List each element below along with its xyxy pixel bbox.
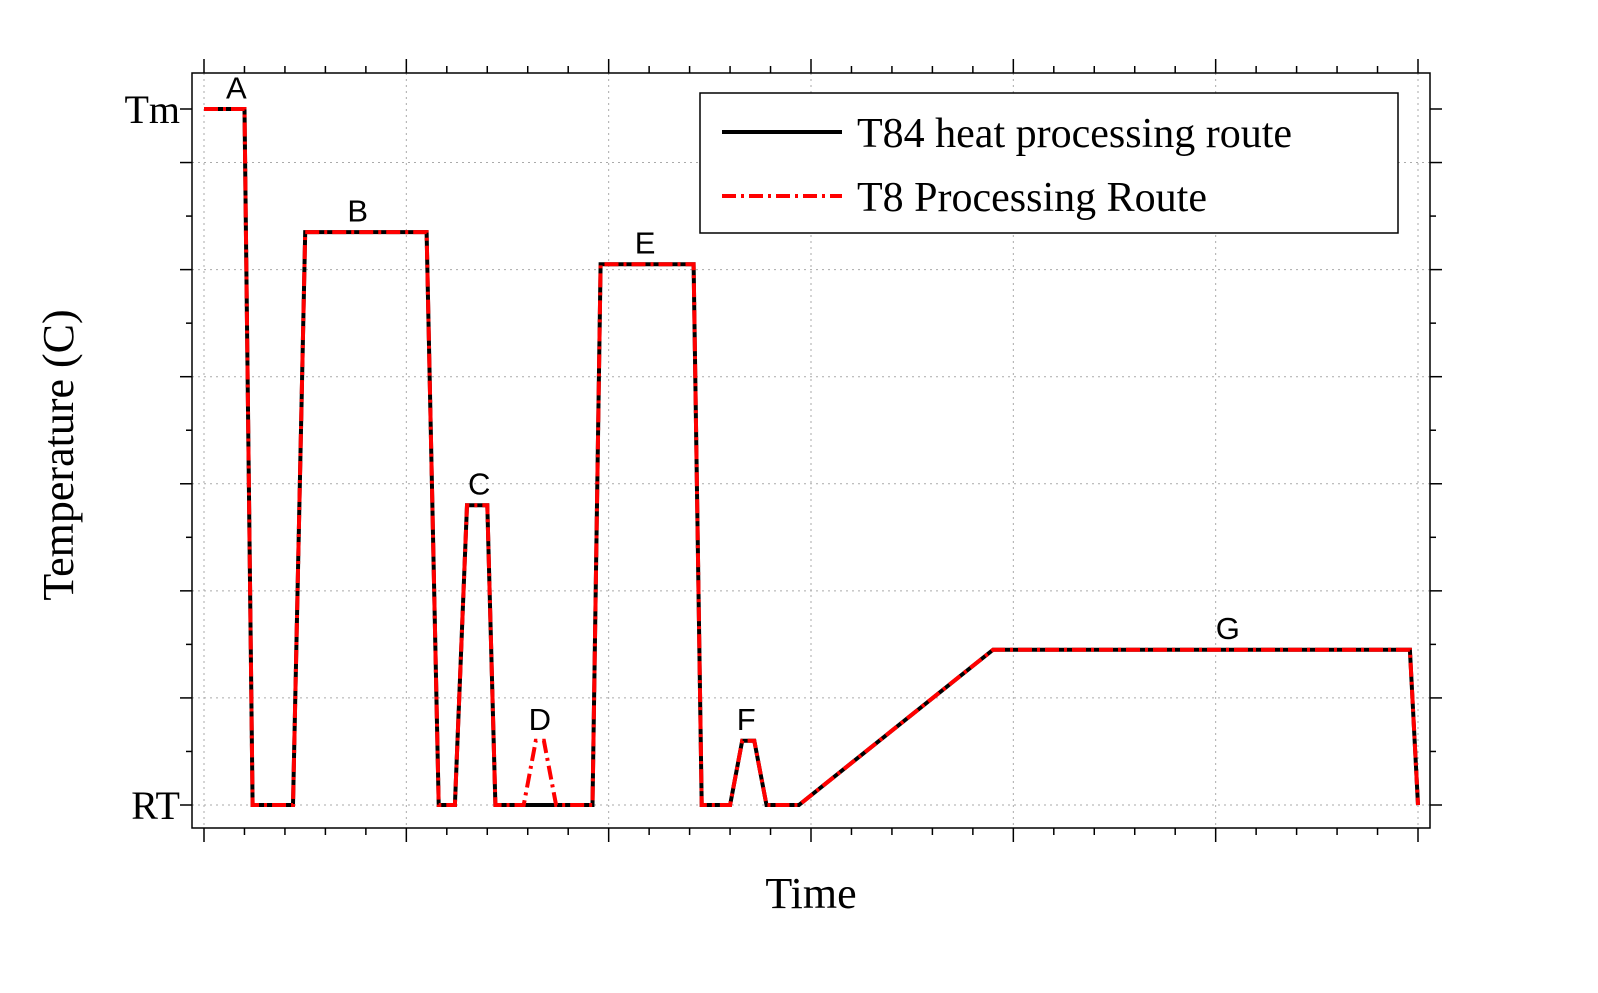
y-tick-label: Tm: [124, 87, 180, 132]
series-layer: [204, 107, 1420, 807]
legend: T84 heat processing route T8 Processing …: [699, 92, 1399, 234]
y-axis-label: Temperature (C): [34, 309, 83, 600]
phase-label-a: A: [226, 70, 247, 105]
legend-label-t8: T8 Processing Route: [857, 175, 1207, 221]
legend-label-t84: T84 heat processing route: [857, 111, 1292, 157]
phase-label-f: F: [737, 702, 756, 737]
phase-label-c: C: [468, 466, 490, 501]
phase-label-b: B: [347, 193, 368, 228]
series-line-t8: [204, 107, 1420, 807]
y-tick-labels: RT Tm: [124, 87, 180, 828]
axis-ticks: [180, 59, 1442, 842]
phase-label-g: G: [1216, 611, 1240, 646]
phase-label-d: D: [529, 702, 551, 737]
phase-label-e: E: [635, 226, 656, 261]
legend-box: [699, 92, 1399, 234]
phase-annotations: A B C D E F G: [226, 70, 1240, 737]
x-axis-label: Time: [765, 869, 856, 918]
y-tick-label: RT: [131, 783, 180, 828]
